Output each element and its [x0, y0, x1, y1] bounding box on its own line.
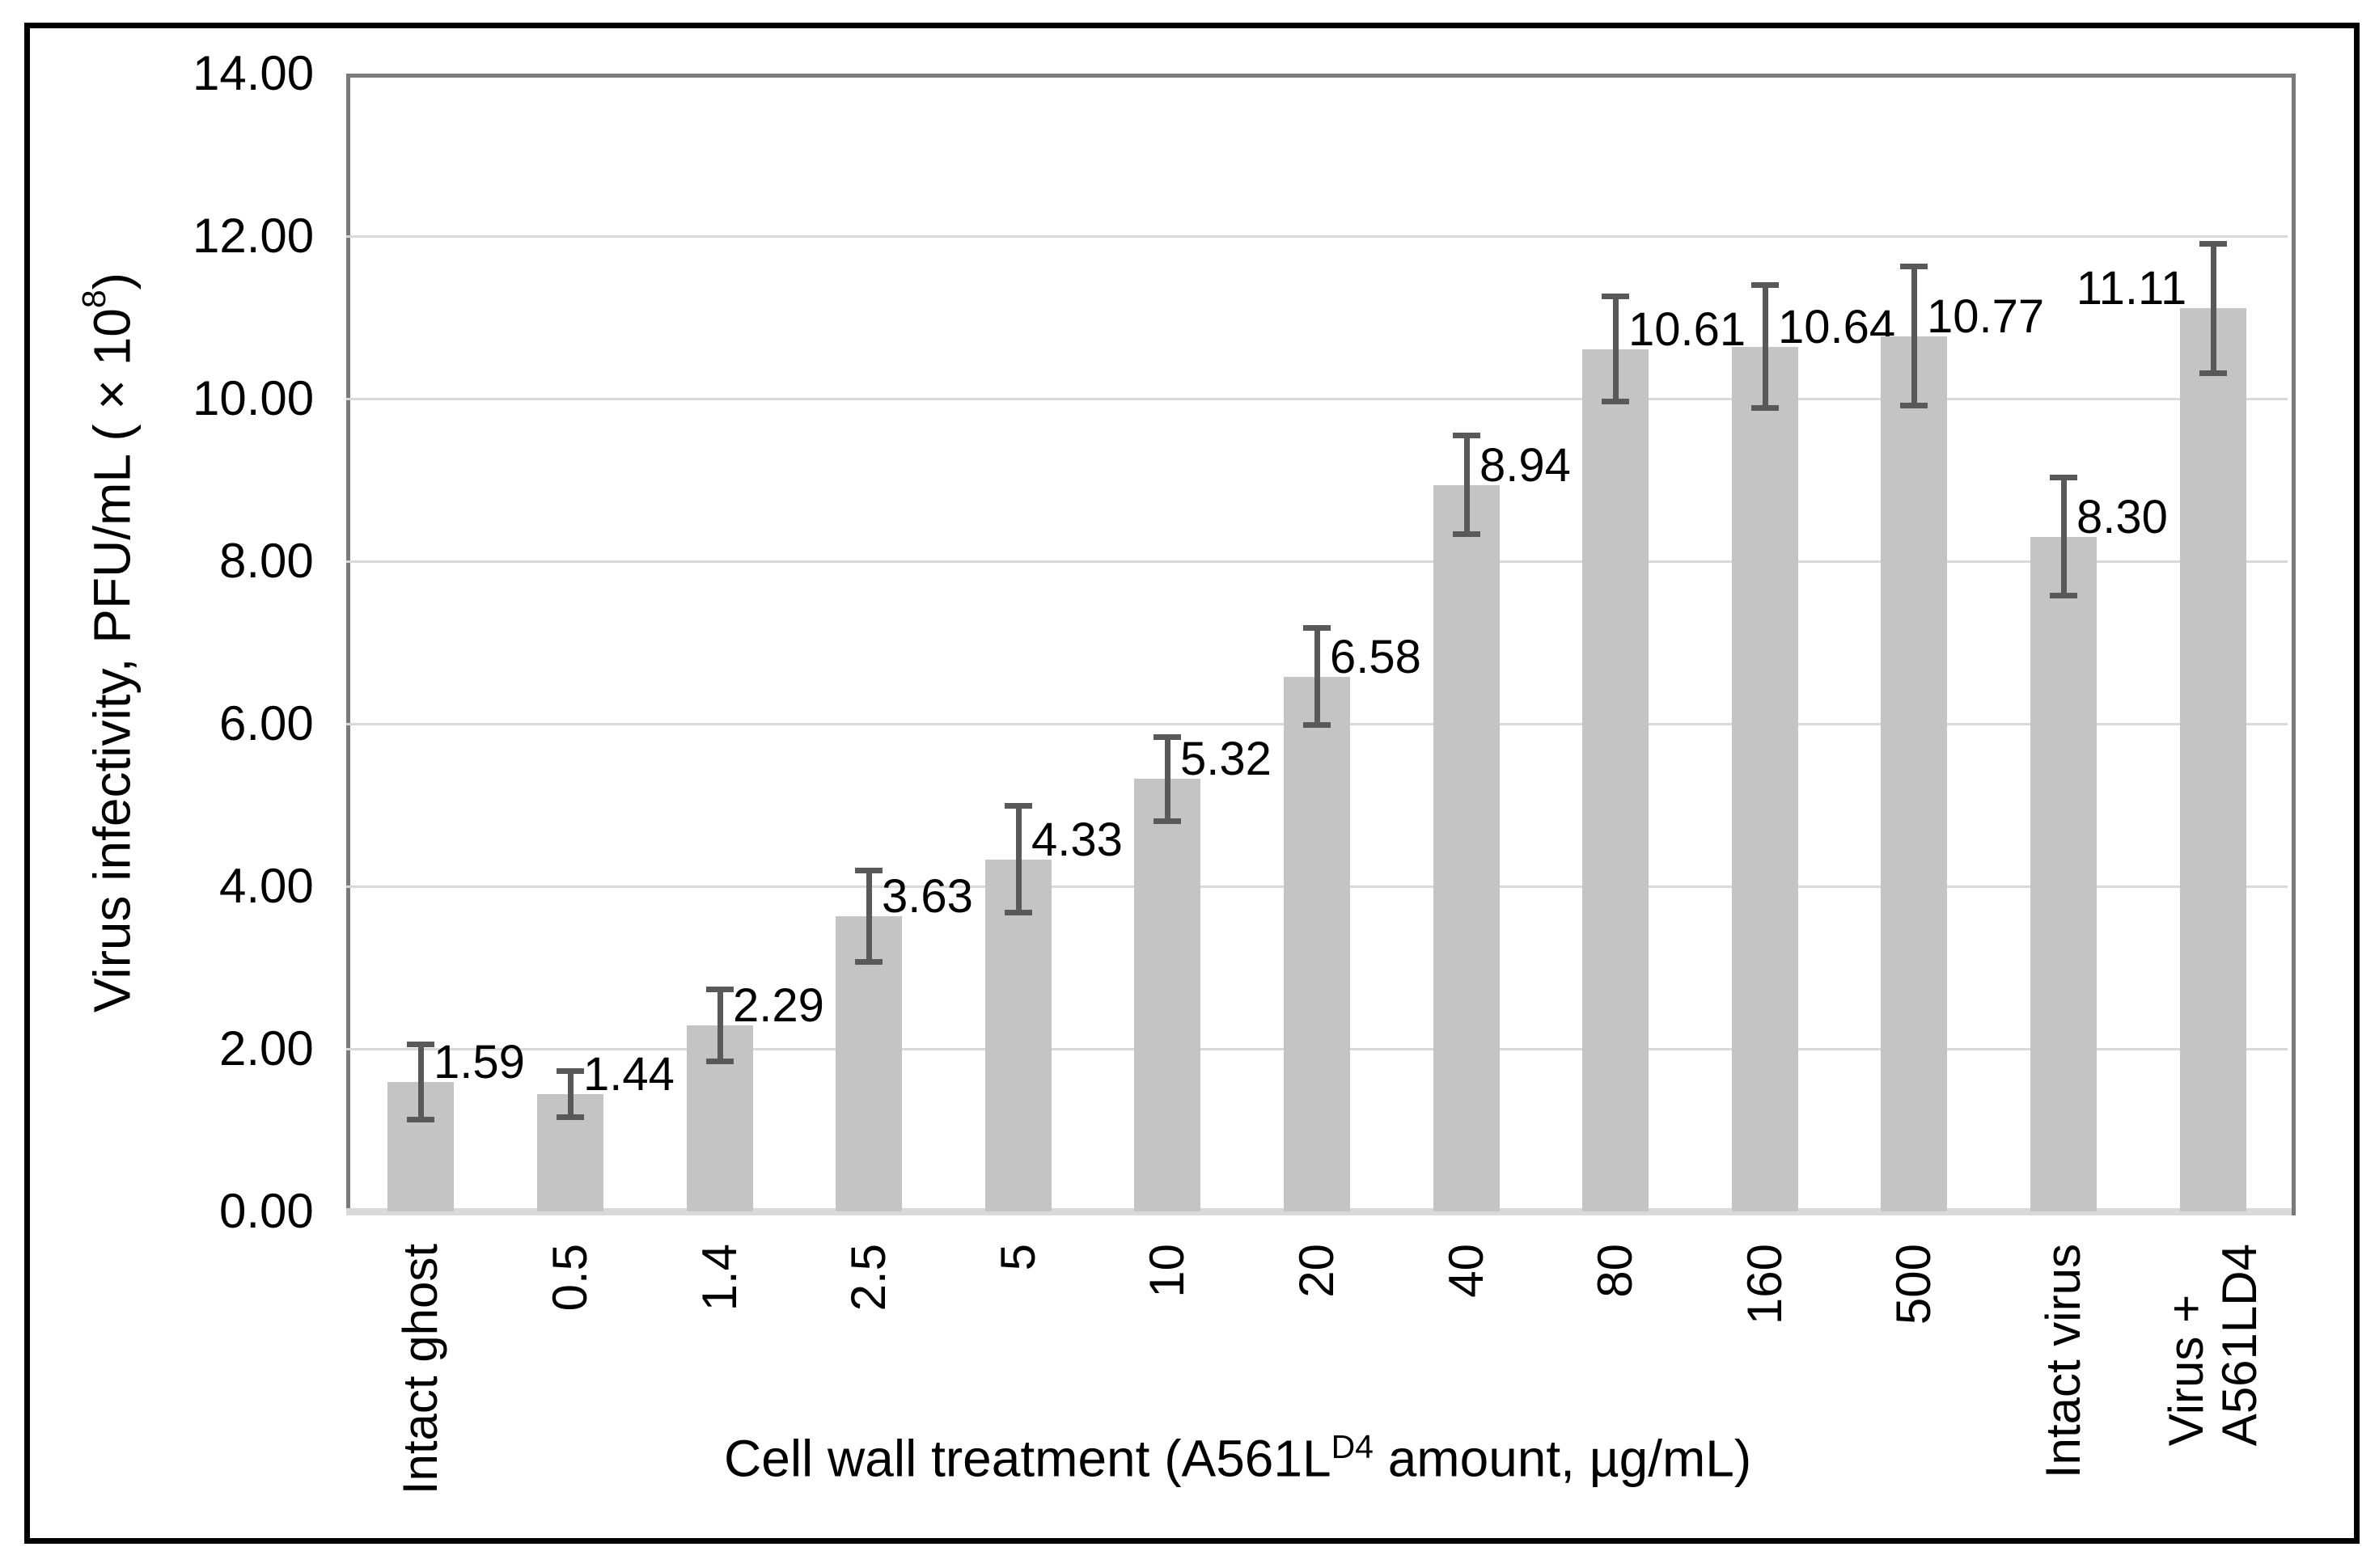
x-category-label: 500	[1886, 1244, 1941, 1325]
error-bar-cap-top	[557, 1068, 584, 1074]
error-bar-line	[1763, 282, 1768, 411]
error-bar-line	[1911, 264, 1917, 408]
data-label: 1.59	[434, 1036, 525, 1088]
error-bar-cap-bottom	[1453, 531, 1480, 537]
plot-area	[346, 74, 2296, 1215]
y-tick-label: 10.00	[193, 371, 315, 425]
x-category-label: 20	[1289, 1244, 1344, 1298]
error-bar-cap-top	[1602, 294, 1629, 299]
data-label: 10.61	[1628, 303, 1746, 356]
error-bar-line	[718, 987, 723, 1064]
error-bar-line	[1016, 803, 1022, 915]
data-label: 6.58	[1330, 631, 1421, 683]
data-label: 10.77	[1927, 290, 2045, 343]
x-axis-title-superscript: D4	[1331, 1428, 1374, 1465]
data-label: 2.29	[733, 979, 824, 1032]
gridline-y8	[346, 560, 2288, 563]
data-label: 10.64	[1778, 301, 1896, 353]
bar-intact-virus	[2030, 537, 2097, 1211]
bar-10	[1134, 779, 1200, 1211]
error-bar-cap-top	[1751, 282, 1779, 288]
data-label: 5.32	[1180, 733, 1272, 785]
x-category-label: Intact virus	[2036, 1244, 2090, 1479]
error-bar-line	[418, 1042, 424, 1122]
error-bar-cap-top	[855, 868, 883, 873]
x-category-label: 10	[1140, 1244, 1194, 1298]
y-tick-label: 4.00	[219, 859, 314, 913]
y-tick-label: 12.00	[193, 209, 315, 263]
x-category-label: Virus + A561LD4	[2159, 1244, 2267, 1447]
error-bar-cap-top	[706, 987, 734, 992]
error-bar-line	[1314, 625, 1320, 728]
error-bar-line	[866, 868, 872, 965]
data-label: 1.44	[583, 1048, 675, 1101]
y-tick-label: 2.00	[219, 1021, 314, 1076]
bar-40	[1433, 485, 1500, 1211]
x-axis-title-close: amount, µg/mL)	[1373, 1429, 1752, 1488]
error-bar-cap-top	[1303, 625, 1331, 631]
y-tick-label: 8.00	[219, 534, 314, 588]
error-bar-cap-top	[1154, 734, 1181, 740]
x-category-label: 2.5	[841, 1244, 895, 1312]
error-bar-cap-bottom	[1005, 910, 1032, 915]
error-bar-line	[1613, 294, 1619, 404]
y-axis-title-text: Virus infectivity, PFU/mL (×10	[83, 308, 142, 1013]
error-bar-cap-bottom	[855, 959, 883, 965]
bar-5	[985, 860, 1052, 1211]
x-axis-title: Cell wall treatment (A561LD4 amount, µg/…	[724, 1417, 1751, 1488]
error-bar-cap-bottom	[2050, 593, 2077, 598]
gridline-y12	[346, 235, 2288, 238]
y-axis-title-superscript: 8	[75, 290, 112, 309]
y-axis-title: Virus infectivity, PFU/mL (×108)	[64, 273, 142, 1012]
x-axis-title-text: Cell wall treatment (A561L	[724, 1429, 1331, 1488]
data-label: 8.94	[1479, 439, 1571, 492]
y-tick-label: 14.00	[193, 46, 315, 100]
error-bar-cap-top	[1005, 803, 1032, 809]
x-category-label: 1.4	[692, 1244, 747, 1312]
bar-20	[1284, 677, 1350, 1211]
error-bar-cap-bottom	[1900, 403, 1928, 408]
bar-virus-+-a561ld4	[2180, 308, 2246, 1211]
error-bar-cap-bottom	[1602, 399, 1629, 404]
error-bar-cap-bottom	[557, 1114, 584, 1120]
error-bar-line	[1165, 734, 1170, 824]
error-bar-cap-top	[1453, 433, 1480, 438]
error-bar-cap-top	[1900, 264, 1928, 269]
error-bar-line	[2211, 241, 2216, 376]
error-bar-cap-bottom	[1303, 722, 1331, 728]
x-category-label: 160	[1738, 1244, 1792, 1325]
error-bar-cap-bottom	[706, 1059, 734, 1064]
data-label: 3.63	[882, 870, 973, 923]
error-bar-line	[2061, 475, 2067, 598]
error-bar-cap-bottom	[1154, 818, 1181, 824]
x-category-label: 0.5	[543, 1244, 597, 1312]
y-tick-label: 6.00	[219, 696, 314, 750]
x-category-label: Intact ghost	[393, 1244, 447, 1495]
error-bar-cap-top	[2050, 475, 2077, 480]
x-category-label: 5	[991, 1244, 1045, 1271]
data-label: 4.33	[1031, 814, 1123, 866]
y-axis-title-close: )	[83, 273, 142, 290]
x-category-label: 40	[1439, 1244, 1493, 1298]
bar-500	[1881, 336, 1947, 1211]
error-bar-cap-bottom	[1751, 405, 1779, 411]
x-category-label: 80	[1588, 1244, 1642, 1298]
error-bar-line	[1464, 433, 1470, 537]
bar-2.5	[836, 916, 902, 1211]
bar-160	[1732, 347, 1798, 1211]
error-bar-line	[568, 1068, 574, 1120]
gridline-y10	[346, 398, 2288, 400]
data-label: 8.30	[2076, 491, 2168, 543]
error-bar-cap-bottom	[2199, 370, 2227, 376]
error-bar-cap-bottom	[407, 1117, 434, 1122]
data-label: 11.11	[2076, 262, 2187, 315]
x-axis-line	[346, 1208, 2292, 1215]
error-bar-cap-top	[2199, 241, 2227, 247]
bar-80	[1582, 349, 1649, 1211]
y-tick-label: 0.00	[219, 1184, 314, 1238]
error-bar-cap-top	[407, 1042, 434, 1047]
